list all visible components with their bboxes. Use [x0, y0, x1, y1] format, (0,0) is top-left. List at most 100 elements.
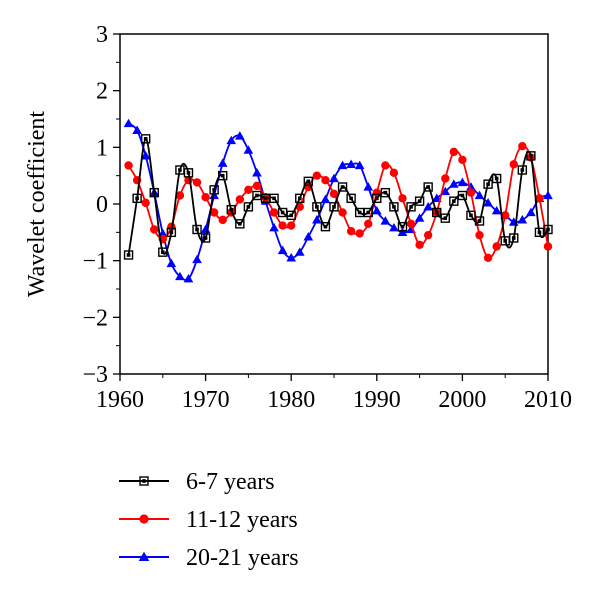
data-point [466, 210, 476, 221]
y-tick-labels: 3 2 1 0 −1 −2 −3 [82, 22, 108, 388]
data-point [414, 196, 425, 206]
data-point [338, 208, 347, 217]
data-point [389, 202, 399, 212]
data-point-fill [537, 230, 542, 235]
data-point [218, 170, 228, 181]
data-point-fill [434, 210, 439, 215]
data-point [235, 195, 245, 204]
data-point-fill [503, 239, 507, 243]
y-tick-label: −3 [82, 362, 108, 388]
data-point [398, 194, 407, 203]
data-point [543, 190, 553, 200]
data-point-fill [161, 250, 165, 254]
legend-label: 20-21 years [186, 545, 299, 571]
data-point [414, 213, 425, 222]
data-point-fill [186, 171, 191, 175]
data-point-fill [135, 196, 139, 201]
data-point-fill [477, 219, 482, 223]
data-point [381, 161, 390, 170]
data-point [226, 204, 236, 215]
data-point-fill [212, 188, 216, 192]
data-point-fill [392, 205, 396, 209]
data-point-fill [238, 222, 242, 226]
data-point [371, 205, 382, 215]
data-point-fill [511, 236, 516, 240]
data-point [535, 194, 544, 203]
data-point [355, 229, 364, 238]
data-point [252, 168, 262, 177]
data-point [235, 131, 245, 140]
data-point-fill [143, 137, 148, 141]
data-point [124, 161, 133, 170]
data-point-fill [417, 199, 422, 203]
data-point [183, 168, 194, 178]
data-point-fill [229, 207, 234, 212]
data-point [466, 182, 476, 191]
data-point-fill [400, 224, 405, 229]
data-point [218, 215, 227, 225]
data-point [389, 222, 399, 232]
data-point [158, 247, 168, 257]
data-point-fill [546, 227, 550, 232]
y-axis-label: Wavelet coefficient [24, 111, 50, 298]
data-point [140, 151, 151, 160]
data-point-fill [323, 224, 328, 229]
series-1 [123, 134, 553, 260]
axis-ticks [113, 33, 549, 381]
x-tick-label: 2000 [438, 387, 486, 413]
data-point [440, 186, 451, 196]
data-point [329, 202, 339, 212]
data-point-fill [263, 196, 268, 201]
x-tick-label: 2010 [524, 387, 572, 413]
data-point [166, 227, 177, 238]
data-point [192, 178, 202, 187]
data-point [406, 202, 416, 212]
data-point [312, 215, 322, 224]
data-point [278, 221, 287, 230]
data-point [139, 514, 149, 524]
data-point-fill [297, 196, 302, 201]
data-point-fill [178, 168, 182, 172]
data-point [543, 224, 553, 235]
series-layer [123, 118, 553, 283]
data-point [432, 207, 442, 218]
data-point [372, 193, 382, 204]
data-point [269, 222, 279, 232]
data-point-fill [383, 190, 388, 195]
data-point-fill [520, 168, 525, 172]
data-point-fill [142, 479, 146, 483]
x-tick-label: 1970 [182, 387, 230, 413]
data-point [132, 125, 142, 134]
data-point [200, 233, 211, 243]
data-point [389, 168, 399, 178]
y-tick-label: −2 [82, 305, 108, 331]
data-point [217, 158, 228, 167]
data-point [277, 245, 288, 255]
data-point [406, 219, 416, 229]
x-tick-label: 1980 [267, 387, 315, 413]
data-point [337, 182, 348, 192]
data-point [474, 190, 485, 200]
data-point [269, 193, 279, 204]
data-point [492, 242, 501, 251]
data-point [141, 198, 150, 208]
data-point [244, 185, 253, 195]
data-point [303, 176, 314, 187]
data-point-fill [486, 182, 490, 186]
data-point [123, 250, 134, 260]
data-point [201, 193, 210, 202]
data-point-fill [529, 154, 533, 158]
data-point [449, 196, 459, 206]
data-point [320, 221, 331, 232]
series-line [127, 145, 549, 260]
data-point [346, 227, 356, 236]
data-point [526, 207, 536, 217]
data-point [286, 253, 297, 262]
data-point [209, 208, 219, 217]
data-point-fill [349, 196, 353, 201]
legend: 6-7 years 11-12 years 20-21 years [119, 469, 299, 571]
data-point [518, 142, 527, 151]
data-point-fill [460, 193, 465, 198]
legend-item: 11-12 years [119, 507, 298, 533]
data-point [138, 551, 150, 561]
